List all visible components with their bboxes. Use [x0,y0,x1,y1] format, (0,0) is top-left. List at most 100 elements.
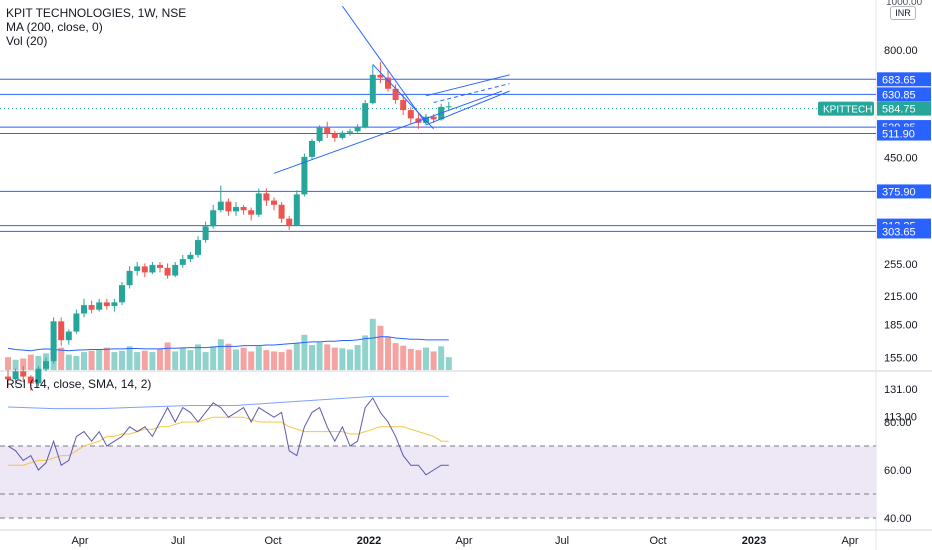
candle-body [217,201,224,211]
price-tick-label: 155.00 [884,352,918,364]
volume-bar [35,355,42,370]
candle-body [134,266,141,271]
volume-bar [65,354,72,370]
candle-body [331,133,338,138]
candle-body [385,77,391,89]
candle-body [369,74,376,104]
candle-body [430,116,437,120]
rsi-legend[interactable]: RSI (14, close, SMA, 14, 2) [6,377,152,391]
candle-body [271,200,277,205]
last-price-tag [877,101,931,116]
volume-bar [240,347,247,370]
candle-body [407,110,414,119]
volume-bar [141,350,148,370]
time-tick-label: 2023 [742,535,766,547]
symbol-legend[interactable]: KPIT TECHNOLOGIES, 1W, NSE [6,6,187,20]
candle-body [119,285,125,303]
volume-bar [111,352,118,370]
candle-body [240,206,247,211]
candle-body [255,193,262,215]
candle-body [347,131,353,133]
price-level-tag [877,184,931,199]
volume-bar [12,359,19,370]
candle-body [248,210,255,215]
trendline-lower-channel [273,90,503,174]
last-price-value: 584.75 [882,104,916,116]
volume-bar [255,346,262,370]
candle-body [324,127,331,134]
price-level-tag [877,87,931,102]
volume-bar [210,346,217,370]
volume-bar [263,350,270,370]
candle-body [263,193,270,201]
volume-bar [415,350,422,370]
volume-bar [278,352,285,370]
candle-body [5,376,11,380]
volume-bar [445,357,452,370]
candle-body [58,321,65,341]
volume-bar [172,351,179,370]
price-level-tag [877,224,931,239]
trendline-up-channel-base [425,90,510,126]
candle-body [354,127,361,132]
volume-bar [407,348,414,370]
volume-bar [233,349,239,370]
volume-bar [362,335,369,370]
candle-body [27,376,34,384]
candle-body [286,218,293,226]
price-level-tag [877,126,931,141]
volume-bar [385,336,391,370]
candle-body [88,305,95,310]
time-tick-label: Apr [841,535,858,547]
candle-body [187,254,194,260]
candle-body [157,264,163,268]
price-level-label: 375.90 [882,186,916,198]
candle-body [202,226,209,241]
price-level-label: 683.65 [882,74,916,86]
volume-bar [423,347,429,370]
price-tick-label: 215.00 [884,291,918,303]
candle-body [65,331,72,341]
volume-bar [73,355,80,370]
price-tick-label: 450.00 [884,153,918,165]
candle-body [339,132,346,138]
price-tick-label: 800.00 [884,45,918,57]
currency-selector[interactable]: INR [890,6,916,20]
volume-bar [202,352,209,370]
candle-body [20,371,27,377]
candle-body [415,118,422,123]
volume-bar [331,347,338,370]
volume-bar [324,344,331,370]
candle-body [233,206,239,212]
volume-bar [377,325,384,370]
candle-body [392,88,399,101]
trendline-projection [433,83,510,104]
trendline-down-channel [372,64,434,130]
price-tick-label: 255.00 [884,259,918,271]
time-tick-label: Apr [455,535,472,547]
ma-legend[interactable]: MA (200, close, 0) [6,20,103,34]
candle-body [126,270,133,286]
ticker-label: KPITTECH [823,105,872,116]
volume-bar [96,349,103,370]
candle-body [377,74,384,78]
candle-body [73,313,80,332]
candle-body [423,116,429,123]
candle-body [96,302,103,310]
volume-bar [149,352,156,370]
rsi-band [0,446,876,518]
volume-legend[interactable]: Vol (20) [6,34,48,48]
price-level-label: 630.85 [882,89,916,101]
rsi-line [7,397,449,476]
volume-bar [126,346,133,370]
volume-bar [81,352,87,370]
volume-bar [217,339,224,370]
volume-ma-line [7,336,449,352]
ma-200-line [7,395,449,410]
candle-body [172,264,179,276]
time-tick-label: 2022 [357,535,381,547]
volume-bar [179,347,186,370]
candle-body [164,267,171,276]
